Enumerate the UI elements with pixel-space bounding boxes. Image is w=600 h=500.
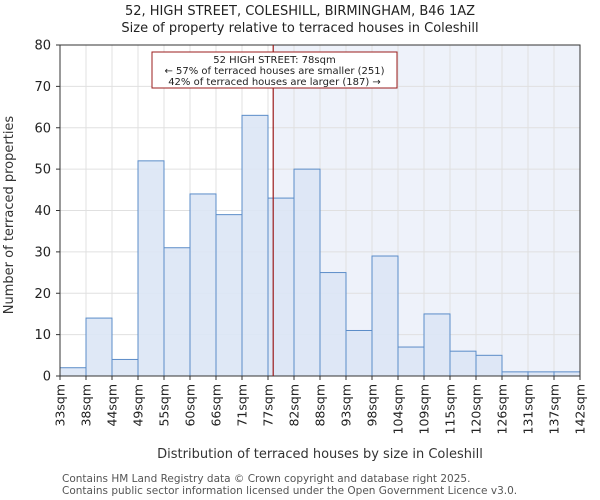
bar-66sqm — [215, 214, 243, 377]
annotation-line-1: 52 HIGH STREET: 78sqm — [213, 55, 335, 66]
bar-120sqm — [475, 354, 503, 377]
x-tick-label-93sqm: 93sqm — [339, 384, 354, 427]
y-tick-label-70: 70 — [34, 80, 51, 95]
bar-131sqm — [527, 371, 555, 377]
bar-60sqm — [189, 193, 217, 377]
axes — [56, 44, 581, 380]
bar-126sqm — [501, 371, 529, 377]
bar-137sqm — [553, 371, 581, 377]
bars — [59, 114, 581, 377]
chart-subtitle: Size of property relative to terraced ho… — [121, 21, 479, 36]
x-axis-label: Distribution of terraced houses by size … — [157, 447, 483, 462]
footer-licence: Contains public sector information licen… — [62, 485, 518, 497]
x-tick-label-66sqm: 66sqm — [209, 384, 224, 427]
bar-98sqm — [371, 255, 399, 377]
y-tick-label-0: 0 — [43, 370, 51, 385]
bar-93sqm — [345, 329, 373, 377]
x-tick-label-77sqm: 77sqm — [261, 384, 276, 427]
x-tick-label-115sqm: 115sqm — [443, 384, 458, 434]
bar-38sqm — [85, 317, 113, 377]
bar-55sqm — [163, 247, 191, 377]
x-tick-label-38sqm: 38sqm — [79, 384, 94, 427]
x-tick-label-49sqm: 49sqm — [131, 384, 146, 427]
x-tick-label-44sqm: 44sqm — [105, 384, 120, 427]
footer-copyright: Contains HM Land Registry data © Crown c… — [62, 473, 471, 485]
y-tick-label-80: 80 — [34, 39, 51, 54]
bar-115sqm — [449, 350, 477, 377]
annotation-box — [151, 51, 398, 89]
x-tick-label-120sqm: 120sqm — [469, 384, 484, 434]
bar-77sqm — [267, 197, 295, 377]
x-tick-label-104sqm: 104sqm — [391, 384, 406, 434]
bar-33sqm — [59, 367, 87, 377]
annotation-line-2: ← 57% of terraced houses are smaller (25… — [164, 66, 384, 77]
y-tick-label-20: 20 — [34, 287, 51, 302]
y-tick-label-10: 10 — [34, 328, 51, 343]
chart-title: 52, HIGH STREET, COLESHILL, BIRMINGHAM, … — [124, 4, 476, 19]
x-tick-label-137sqm: 137sqm — [547, 384, 562, 434]
x-tick-label-60sqm: 60sqm — [183, 384, 198, 427]
y-tick-label-50: 50 — [34, 163, 51, 178]
bar-88sqm — [319, 272, 347, 377]
y-tick-label-60: 60 — [34, 121, 51, 136]
x-tick-label-98sqm: 98sqm — [365, 384, 380, 427]
bar-71sqm — [241, 114, 269, 377]
y-tick-labels: 0 10 20 30 40 50 60 70 80 — [34, 39, 51, 385]
y-tick-label-30: 30 — [34, 245, 51, 260]
x-tick-label-55sqm: 55sqm — [157, 384, 172, 427]
y-tick-label-40: 40 — [34, 204, 51, 219]
annotation: 52 HIGH STREET: 78sqm← 57% of terraced h… — [151, 51, 398, 89]
bar-104sqm — [397, 346, 425, 377]
bar-82sqm — [293, 168, 321, 377]
x-tick-label-82sqm: 82sqm — [287, 384, 302, 427]
x-tick-label-33sqm: 33sqm — [53, 384, 68, 427]
bar-49sqm — [137, 160, 165, 377]
x-tick-label-126sqm: 126sqm — [495, 384, 510, 434]
x-tick-labels: 33sqm 38sqm 44sqm 49sqm 55sqm 60sqm 66sqm 71sqm… — [53, 384, 588, 434]
bar-44sqm — [111, 358, 139, 377]
x-tick-label-109sqm: 109sqm — [417, 384, 432, 434]
bar-109sqm — [423, 313, 451, 377]
x-tick-label-131sqm: 131sqm — [521, 384, 536, 434]
x-tick-label-71sqm: 71sqm — [235, 384, 250, 427]
x-tick-label-88sqm: 88sqm — [313, 384, 328, 427]
x-tick-label-142sqm: 142sqm — [573, 384, 588, 434]
annotation-line-3: 42% of terraced houses are larger (187) … — [168, 77, 381, 88]
y-axis-label: Number of terraced properties — [2, 116, 17, 315]
